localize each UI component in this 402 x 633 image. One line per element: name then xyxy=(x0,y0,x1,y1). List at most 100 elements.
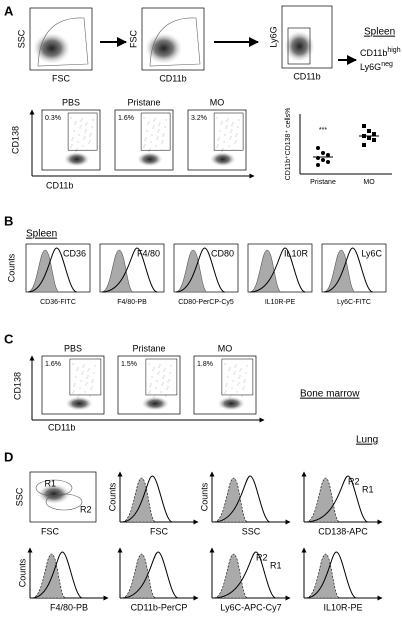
group-name: Pristane xyxy=(132,343,165,353)
tissue-label: Lung xyxy=(356,435,378,446)
event-dot xyxy=(228,145,230,147)
density xyxy=(137,152,163,167)
gate-result: Ly6Gneg xyxy=(360,61,393,73)
x-axis-label: CD11b xyxy=(48,422,75,432)
y-axis-label: CD138 xyxy=(12,372,22,400)
event-dot xyxy=(92,119,94,121)
event-dot xyxy=(162,135,164,137)
event-dot xyxy=(91,381,93,383)
gate-label: R1 xyxy=(362,484,374,494)
point xyxy=(367,129,371,133)
gate xyxy=(69,358,102,396)
histogram-sample xyxy=(213,551,277,599)
event-dot xyxy=(73,385,75,387)
plot-frame xyxy=(187,109,247,171)
event-dot xyxy=(159,122,161,124)
gate xyxy=(67,112,98,151)
event-dot xyxy=(218,137,220,139)
event-dot xyxy=(148,150,150,152)
histogram-control xyxy=(31,553,66,599)
event-dot xyxy=(162,140,164,142)
event-dot xyxy=(231,129,233,131)
event-dot xyxy=(164,126,166,128)
event-dot xyxy=(77,396,79,398)
y-axis-label: CD11b⁺CD138⁺ cells% xyxy=(285,108,292,181)
event-dot xyxy=(236,133,238,135)
event-dot xyxy=(225,385,227,387)
event-dot xyxy=(158,371,160,373)
plot-frame xyxy=(114,109,174,171)
event-dot xyxy=(230,136,232,138)
event-dot xyxy=(145,137,147,139)
event-dot xyxy=(149,390,151,392)
event-dot xyxy=(85,384,87,386)
event-dot xyxy=(74,383,76,385)
point xyxy=(316,163,320,167)
plot-frame xyxy=(281,5,333,69)
event-dot xyxy=(153,125,155,127)
event-dot xyxy=(159,364,161,366)
x-axis-label: FSC xyxy=(150,526,169,536)
group-name: Pristane xyxy=(127,97,160,107)
histogram-control xyxy=(175,249,208,293)
point xyxy=(362,124,366,128)
event-dot xyxy=(235,364,237,366)
event-dot xyxy=(160,391,162,393)
event-dot xyxy=(156,380,158,382)
histogram-control xyxy=(213,553,248,599)
event-dot xyxy=(84,391,86,393)
event-dot xyxy=(76,369,78,371)
histogram-control xyxy=(249,249,282,293)
event-dot xyxy=(91,386,93,388)
event-dot xyxy=(84,131,86,133)
event-dot xyxy=(75,150,77,152)
event-dot xyxy=(242,388,244,390)
event-dot xyxy=(86,122,88,124)
event-dot xyxy=(150,383,152,385)
histogram-control xyxy=(305,553,340,599)
event-dot xyxy=(245,372,247,374)
event-dot xyxy=(162,377,164,379)
histogram-sample xyxy=(101,247,158,293)
y-axis-label: SSC xyxy=(16,29,26,48)
event-dot xyxy=(167,381,169,383)
event-dot xyxy=(70,117,72,119)
event-dot xyxy=(82,145,84,147)
event-dot xyxy=(86,382,88,384)
event-dot xyxy=(75,121,77,123)
event-dot xyxy=(230,131,232,133)
event-dot xyxy=(85,124,87,126)
event-dot xyxy=(224,363,226,365)
event-dot xyxy=(154,394,156,396)
event-dot xyxy=(226,383,228,385)
event-dot xyxy=(82,371,84,373)
event-dot xyxy=(92,379,94,381)
event-dot xyxy=(226,125,228,127)
event-dot xyxy=(88,142,90,144)
gate-label: R1 xyxy=(44,478,56,488)
gate-result-text: Ly6G xyxy=(360,62,381,72)
event-dot xyxy=(232,380,234,382)
tissue-label: Bone marrow xyxy=(300,389,360,400)
plot-frame xyxy=(29,471,97,523)
event-dot xyxy=(231,387,233,389)
event-dot xyxy=(168,379,170,381)
event-dot xyxy=(221,150,223,152)
event-dot xyxy=(79,127,81,129)
density xyxy=(217,396,245,411)
event-dot xyxy=(152,369,154,371)
event-dot xyxy=(80,120,82,122)
event-dot xyxy=(225,390,227,392)
event-dot xyxy=(235,140,237,142)
event-dot xyxy=(157,136,159,138)
event-dot xyxy=(170,365,172,367)
point xyxy=(316,146,320,150)
event-dot xyxy=(243,381,245,383)
event-dot xyxy=(152,127,154,129)
histogram-sample xyxy=(27,247,77,293)
event-dot xyxy=(74,123,76,125)
x-axis-label: CD11b-PerCP xyxy=(131,602,188,612)
y-axis-label: Counts xyxy=(6,253,16,282)
event-dot xyxy=(227,376,229,378)
gate-percent: 1.6% xyxy=(118,115,134,122)
